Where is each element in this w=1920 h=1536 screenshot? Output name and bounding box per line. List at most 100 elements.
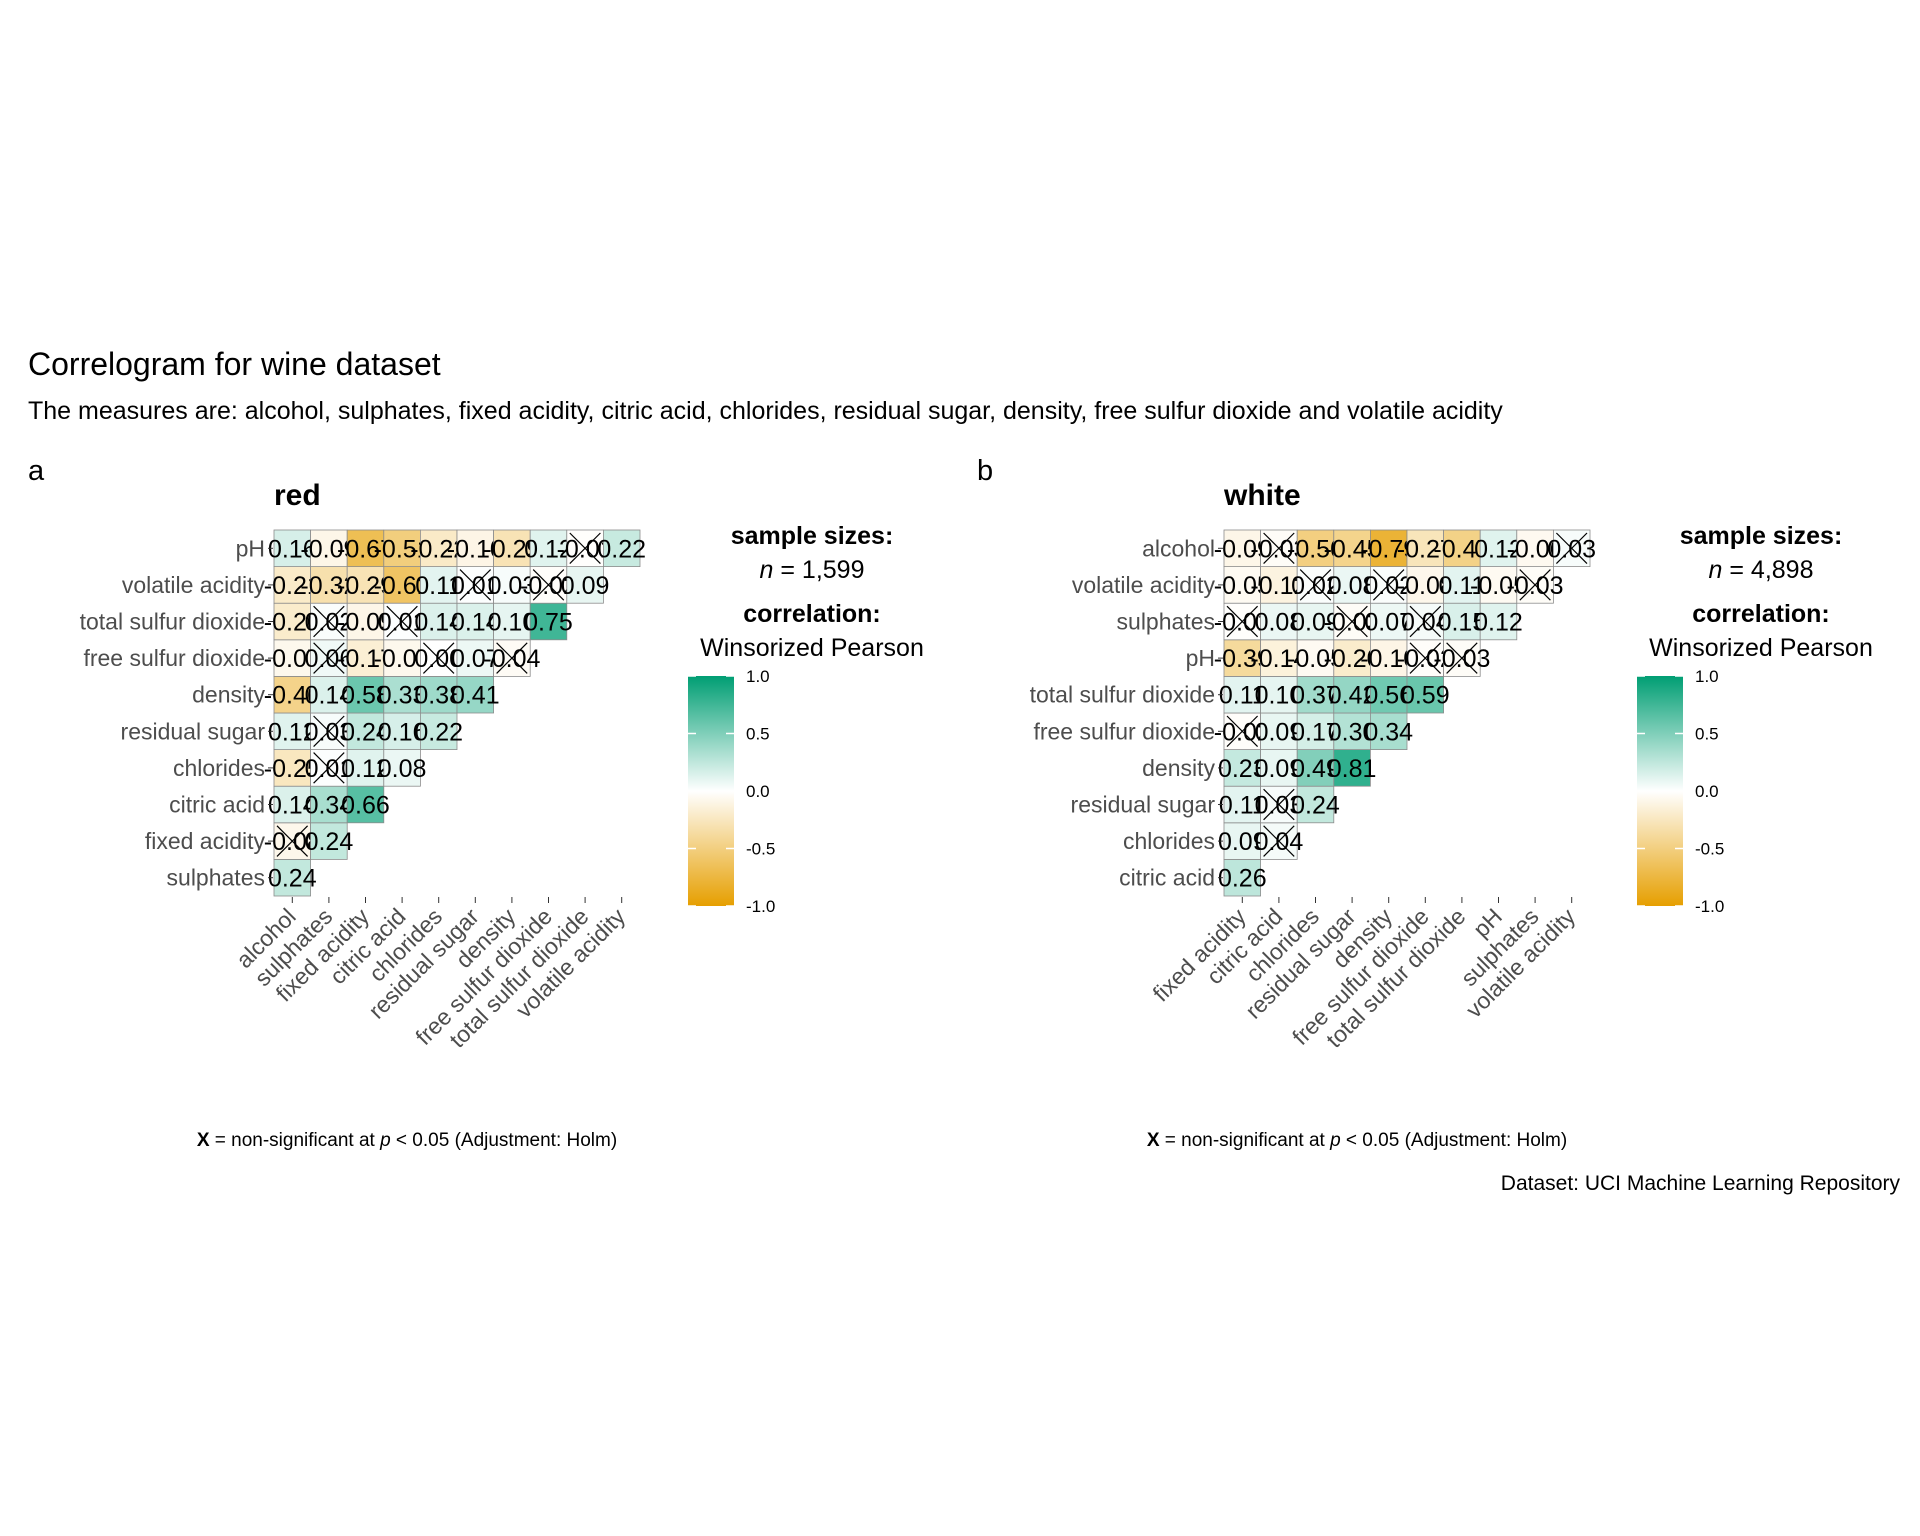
panel-tag: b (977, 455, 993, 487)
y-axis-label: volatile acidity (1072, 572, 1216, 598)
cell-value-label: 0.24 (268, 865, 317, 893)
nonsignificant-cross (422, 642, 455, 674)
cell-value-label: 0.14 (414, 609, 463, 637)
heatmap-cell (456, 676, 494, 714)
cell-value-label: 0.00 (414, 645, 463, 673)
legend-tick-label: 0.0 (746, 782, 770, 801)
y-axis-label: free sulfur dioxide (1033, 718, 1215, 744)
cell-value-label: 0.41 (451, 682, 500, 710)
nonsignificant-cross (1263, 825, 1295, 857)
heatmap-cell (1406, 566, 1444, 604)
y-axis-label: citric acid (1119, 865, 1215, 891)
nonsignificant-cross (1555, 532, 1588, 565)
heatmap-cell (1260, 749, 1298, 787)
caption-symbol: X (1147, 1130, 1160, 1151)
heatmap-cell (529, 602, 568, 641)
legend-tick-label: -1.0 (1695, 897, 1724, 916)
heatmap-cell (1370, 529, 1408, 567)
heatmap-cell (346, 712, 385, 750)
cell-value-label: 0.03 (488, 572, 537, 600)
cell-value-label: 0.15 (1438, 609, 1487, 637)
heatmap-cell (346, 566, 385, 604)
heatmap-cell (1296, 785, 1335, 824)
caption-text: < 0.05 (Adjustment: Holm) (391, 1130, 618, 1151)
cell-value-label: 0.11 (1219, 792, 1266, 820)
heatmap-cell (383, 529, 421, 567)
cell-value-label: -0.03 (1433, 645, 1490, 673)
cell-value-label: 0.12 (1474, 535, 1523, 563)
heatmap-cell (493, 529, 531, 567)
cell-value-label: 0.24 (1291, 792, 1340, 820)
y-axis-label: sulphates (167, 865, 265, 891)
cell-value-label: 0.04 (1255, 828, 1304, 856)
heatmap-cell (1296, 749, 1335, 787)
cell-value-label: 0.58 (341, 682, 390, 710)
cell-value-label: 0.37 (1291, 682, 1340, 710)
cell-value-label: 0.11 (1219, 682, 1266, 710)
heatmap-cell (346, 529, 385, 567)
heatmap-cell (1223, 785, 1261, 824)
y-axis-label: fixed acidity (145, 828, 266, 854)
heatmap-cell (1443, 529, 1481, 567)
nonsignificant-cross (1226, 605, 1259, 638)
heatmap-cell (1406, 676, 1444, 714)
cell-value-label: 0.33 (378, 682, 427, 710)
cell-value-label: 0.10 (1255, 682, 1304, 710)
heatmap-cell (383, 712, 421, 750)
legend-tick-label: 0.0 (1695, 782, 1719, 801)
legend-corr-method: Winsorized Pearson (1649, 634, 1873, 662)
legend-corr-method: Winsorized Pearson (700, 634, 924, 662)
nonsignificant-cross (1299, 569, 1332, 601)
cell-value-label: 0.12 (341, 755, 390, 783)
heatmap-cell (1333, 676, 1371, 714)
y-axis-label: citric acid (169, 792, 265, 818)
cell-value-label: 0.56 (1364, 682, 1413, 710)
caption-p: p (379, 1130, 391, 1151)
heatmap-cell (1370, 676, 1408, 714)
cell-value-label: 0.01 (378, 609, 427, 637)
cell-value-label: 0.12 (524, 535, 573, 563)
cell-value-label: 0.09 (1291, 609, 1340, 637)
cell-value-label: 0.09 (1255, 755, 1304, 783)
cell-value-label: -0.03 (1507, 572, 1564, 600)
legend-sample-size: n = 1,599 (760, 556, 865, 584)
heatmap-cell (1516, 529, 1554, 567)
heatmap-cell (1296, 676, 1335, 714)
cell-value-label: 0.34 (305, 792, 354, 820)
cell-value-label: 0.66 (341, 792, 390, 820)
y-axis-label: chlorides (173, 755, 265, 781)
cell-value-label: 0.11 (1438, 572, 1485, 600)
cell-value-label: 0.30 (1328, 718, 1377, 746)
cell-value-label: 0.22 (414, 718, 463, 746)
cell-value-label: 0.09 (1218, 828, 1267, 856)
nonsignificant-cross (1226, 715, 1259, 748)
cell-value-label: 0.03 (1255, 792, 1304, 820)
nonsignificant-cross (276, 825, 309, 857)
caption-text: = non-significant at (210, 1130, 381, 1151)
nonsignificant-cross (313, 642, 345, 674)
cell-value-label: 0.14 (305, 682, 354, 710)
legend: sample sizes: n = 4,898 correlation: Winsor… (1637, 522, 1873, 916)
heatmap-cell (1260, 712, 1298, 750)
nonsignificant-cross (496, 642, 528, 674)
nonsignificant-cross (532, 569, 565, 601)
legend-n-value: = 4,898 (1722, 556, 1813, 584)
legend-n-symbol: n (760, 556, 774, 584)
cell-value-label: -0.04 (483, 645, 540, 673)
cell-value-label: 0.14 (268, 792, 317, 820)
cell-value-label: 0.81 (1328, 755, 1377, 783)
cell-value-label: 0.22 (597, 535, 646, 563)
cell-value-label: 0.09 (1255, 718, 1304, 746)
cell-value-label: 0.16 (378, 718, 427, 746)
heatmap-cell (1223, 639, 1261, 677)
panel-title: white (1223, 479, 1301, 512)
caption-symbol: X (197, 1130, 210, 1151)
cell-value-label: 0.02 (1291, 572, 1340, 600)
y-axis-label: residual sugar (121, 718, 266, 744)
y-axis-label: free sulfur dioxide (83, 645, 265, 671)
figure-title: Correlogram for wine dataset (28, 346, 441, 382)
cell-value-label: 0.03 (305, 718, 354, 746)
heatmap-grid: 0.24-0.080.240.140.340.66-0.250.010.120.… (264, 529, 646, 897)
cell-value-label: 0.04 (1401, 609, 1450, 637)
